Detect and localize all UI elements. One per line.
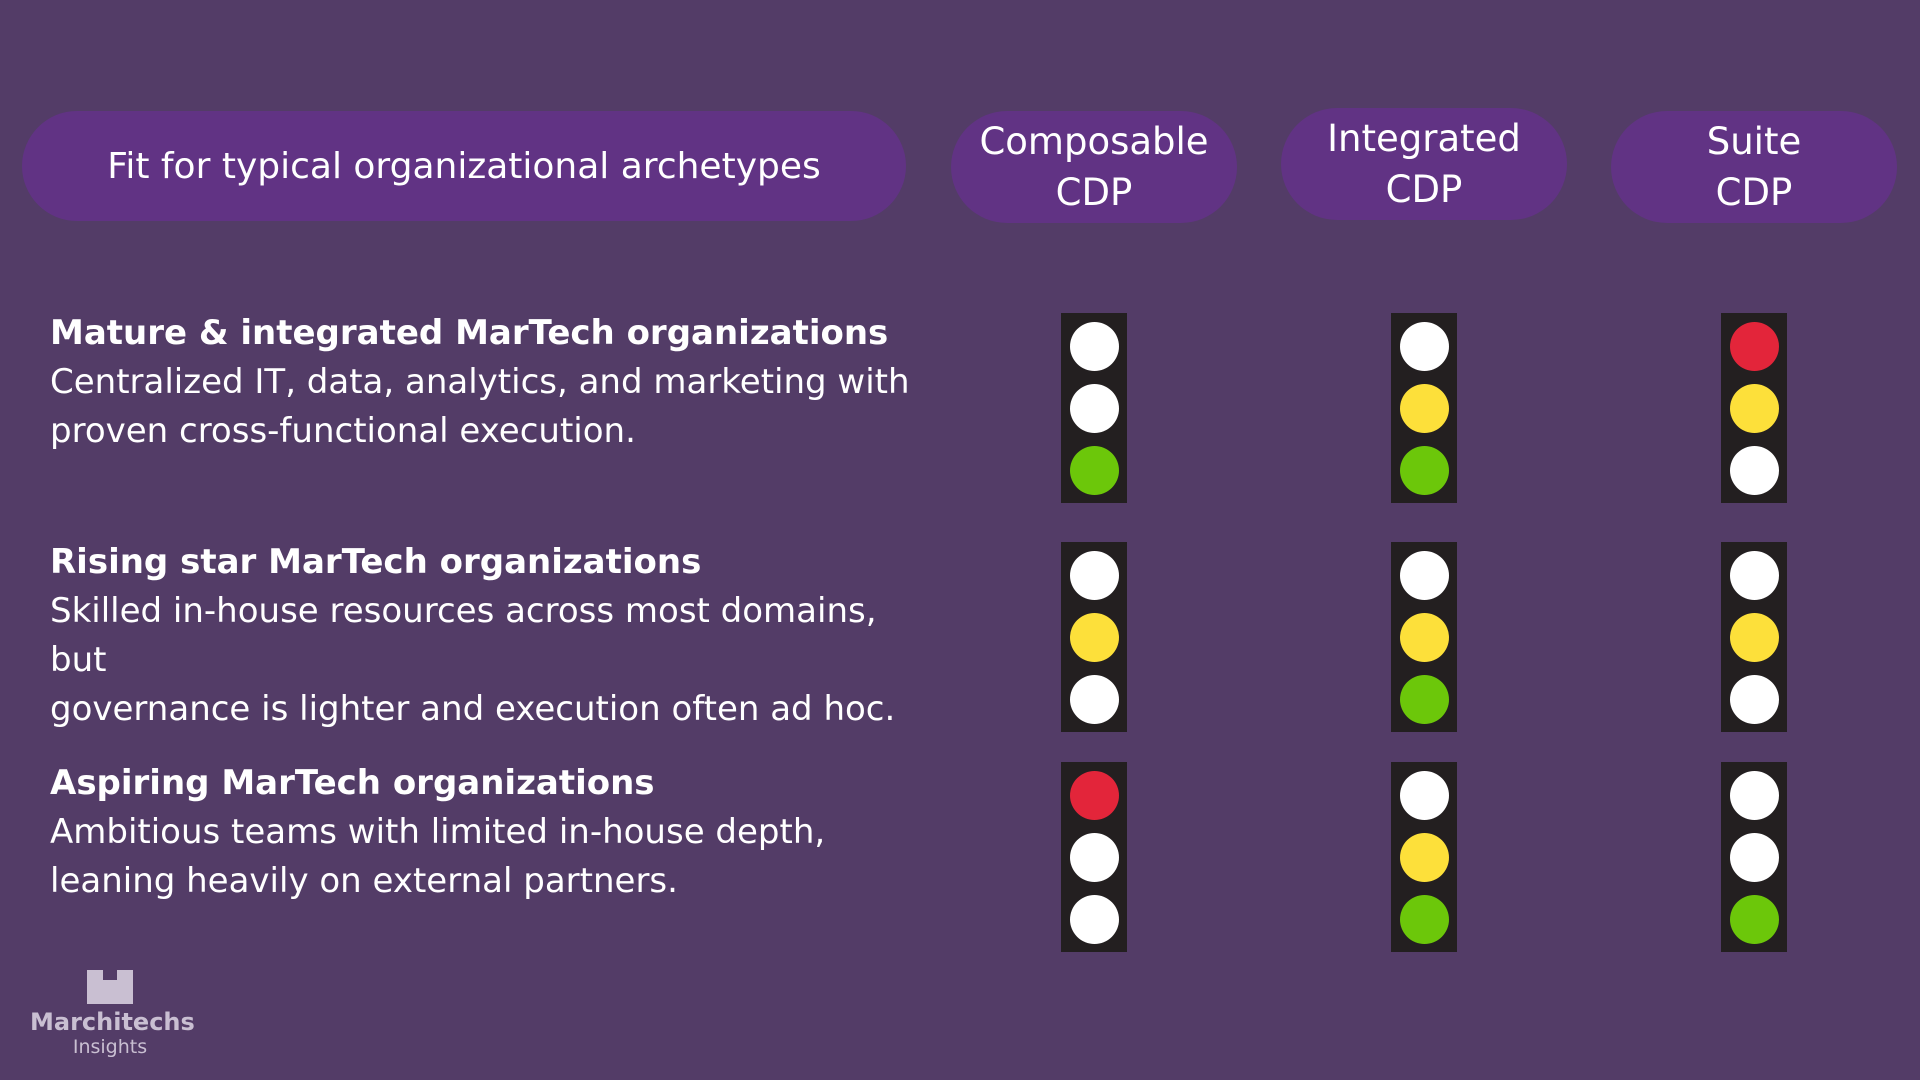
- traffic-light-composable-row-2: [1061, 542, 1127, 732]
- lamp-bottom-green: [1399, 675, 1449, 724]
- traffic-light-integrated-row-2: [1391, 542, 1457, 732]
- lamp-top-off: [1069, 322, 1119, 371]
- lamp-top-off: [1069, 551, 1119, 600]
- traffic-light-integrated-row-1: [1391, 313, 1457, 503]
- lamp-top-off: [1729, 771, 1779, 820]
- column-header-integrated-cdp: Integrated CDP: [1281, 108, 1567, 220]
- header-title-pill: Fit for typical organizational archetype…: [22, 111, 906, 221]
- column-header-line2: CDP: [1055, 171, 1133, 214]
- lamp-bottom-off: [1069, 675, 1119, 724]
- lamp-top-off: [1399, 551, 1449, 600]
- traffic-light-integrated-row-3: [1391, 762, 1457, 952]
- row-rising-star-organizations: Rising star MarTech organizations Skille…: [50, 538, 930, 734]
- header-title: Fit for typical organizational archetype…: [107, 145, 821, 187]
- marchitechs-logo: Marchitechs Insights: [30, 970, 195, 1058]
- column-header-line1: Integrated: [1327, 117, 1521, 160]
- lamp-middle-yellow: [1399, 384, 1449, 433]
- traffic-light-suite-row-1: [1721, 313, 1787, 503]
- lamp-middle-yellow: [1399, 833, 1449, 882]
- lamp-middle-yellow: [1069, 613, 1119, 662]
- row-aspiring-organizations: Aspiring MarTech organizations Ambitious…: [50, 759, 930, 906]
- column-header-line2: CDP: [1715, 171, 1793, 214]
- logo-name: Marchitechs: [30, 1008, 195, 1036]
- traffic-light-composable-row-3: [1061, 762, 1127, 952]
- logo-subtitle: Insights: [72, 1036, 148, 1058]
- lamp-bottom-green: [1399, 895, 1449, 944]
- column-header-line1: Composable: [979, 120, 1209, 163]
- lamp-middle-yellow: [1729, 384, 1779, 433]
- column-header-suite-cdp: Suite CDP: [1611, 111, 1897, 223]
- lamp-bottom-off: [1729, 446, 1779, 495]
- traffic-light-suite-row-2: [1721, 542, 1787, 732]
- lamp-top-off: [1399, 322, 1449, 371]
- lamp-top-red: [1069, 771, 1119, 820]
- row-title: Rising star MarTech organizations: [50, 542, 702, 582]
- column-header-line2: CDP: [1385, 168, 1463, 211]
- lamp-bottom-green: [1399, 446, 1449, 495]
- lamp-bottom-green: [1069, 446, 1119, 495]
- column-header-line1: Suite: [1706, 120, 1802, 163]
- lamp-middle-off: [1069, 384, 1119, 433]
- row-description: Ambitious teams with limited in-house de…: [50, 812, 826, 901]
- lamp-top-off: [1399, 771, 1449, 820]
- lamp-top-red: [1729, 322, 1779, 371]
- row-title: Aspiring MarTech organizations: [50, 763, 655, 803]
- row-description: Centralized IT, data, analytics, and mar…: [50, 362, 910, 451]
- lamp-bottom-green: [1729, 895, 1779, 944]
- lamp-bottom-off: [1069, 895, 1119, 944]
- row-description: Skilled in-house resources across most d…: [50, 591, 896, 729]
- lamp-bottom-off: [1729, 675, 1779, 724]
- column-header-composable-cdp: Composable CDP: [951, 111, 1237, 223]
- traffic-light-composable-row-1: [1061, 313, 1127, 503]
- traffic-light-suite-row-3: [1721, 762, 1787, 952]
- row-mature-organizations: Mature & integrated MarTech organization…: [50, 309, 930, 456]
- logo-mark-icon: [87, 970, 133, 1004]
- lamp-middle-yellow: [1729, 613, 1779, 662]
- lamp-middle-yellow: [1399, 613, 1449, 662]
- lamp-top-off: [1729, 551, 1779, 600]
- row-title: Mature & integrated MarTech organization…: [50, 313, 889, 353]
- lamp-middle-off: [1729, 833, 1779, 882]
- lamp-middle-off: [1069, 833, 1119, 882]
